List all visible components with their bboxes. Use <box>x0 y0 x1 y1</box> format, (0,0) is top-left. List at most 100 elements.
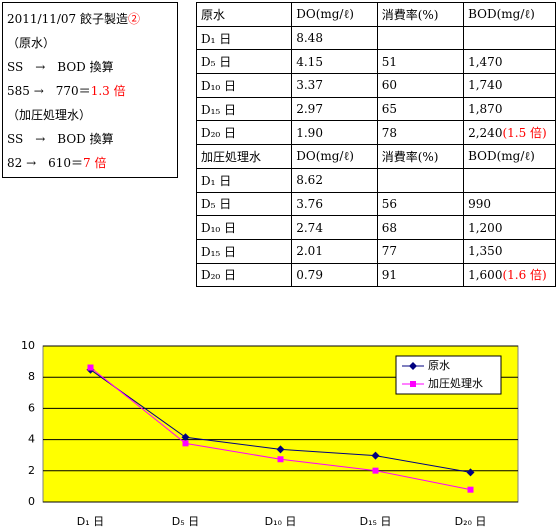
legend-marker <box>409 362 417 370</box>
table-cell: 1,350 <box>463 238 556 264</box>
note-text: （原水） <box>7 36 56 50</box>
cell-text: D₁₀ 日 <box>201 221 237 236</box>
table-row: D₁₅ 日 2.97 65 1,870 <box>195 96 556 122</box>
cell-text: 60 <box>381 78 397 93</box>
table-cell: D₂₀ 日 <box>195 262 293 288</box>
cell-text: D₁₅ 日 <box>201 244 237 259</box>
cell-text: 68 <box>381 220 397 235</box>
table-cell: 2,240(1.5 倍) <box>463 120 556 146</box>
x-tick-label: D₁ 日 <box>77 515 104 528</box>
point <box>371 451 380 460</box>
table-cell <box>376 25 465 51</box>
cell-text: 1,350 <box>468 244 503 259</box>
cell-text: 77 <box>381 244 397 259</box>
cell-text: 1.90 <box>296 125 323 140</box>
cell-text: D₁₀ 日 <box>201 78 237 93</box>
cell-text: 91 <box>381 267 397 282</box>
table-cell: D₁₀ 日 <box>195 73 293 98</box>
table-row: D₁₅ 日 2.01 77 1,350 <box>195 238 556 264</box>
point <box>181 433 190 442</box>
note-text: SS → BOD 換算 <box>7 132 114 146</box>
cell-text: 加圧処理水 <box>201 149 262 164</box>
cell-text: D₅ 日 <box>201 55 232 70</box>
note-text: 585 → 770＝ <box>7 84 91 98</box>
cell-text: 8.62 <box>296 173 323 188</box>
table-cell: BOD(mg/ℓ) <box>463 144 556 169</box>
point <box>467 486 474 493</box>
y-tick-label: 10 <box>21 339 35 352</box>
table-cell: 990 <box>463 191 556 217</box>
table-row: D₅ 日 3.76 56 990 <box>195 191 556 217</box>
table-row: D₁₀ 日 3.37 60 1,740 <box>195 73 556 98</box>
cell-text: 1,600 <box>468 268 503 283</box>
note-line: 82 → 610＝7 倍 <box>7 151 173 175</box>
cell-text: 1,200 <box>468 220 503 235</box>
data-table: 原水 DO(mg/ℓ) 消費率(%) BOD(mg/ℓ) D₁ 日 8.48 D₅ 日 4.1… <box>195 2 556 288</box>
point <box>372 467 379 474</box>
cell-text: D₂₀ 日 <box>201 126 237 141</box>
cell-text: 原水 <box>201 7 226 22</box>
cell-text: 56 <box>381 196 397 211</box>
table-cell: 68 <box>376 215 465 240</box>
x-tick-label: D₅ 日 <box>172 515 199 528</box>
note-highlight: ② <box>127 12 140 26</box>
table-cell: BOD(mg/ℓ) <box>463 2 556 27</box>
table-row: D₁ 日 8.62 <box>195 167 556 193</box>
table-cell: 1,200 <box>463 215 556 240</box>
point <box>277 456 284 463</box>
table-cell: 1,740 <box>463 73 556 98</box>
point <box>276 445 285 454</box>
note-line: SS → BOD 換算 <box>7 127 173 151</box>
table-cell: 消費率(%) <box>376 144 465 169</box>
note-line: SS → BOD 換算 <box>7 55 173 79</box>
note-highlight: 1.3 倍 <box>90 84 126 98</box>
table-cell: 3.76 <box>291 191 378 217</box>
y-tick-label: 0 <box>28 495 35 508</box>
table-cell: 65 <box>376 96 465 122</box>
y-tick-label: 2 <box>28 464 35 477</box>
y-tick-label: 4 <box>28 433 35 446</box>
table-cell: 加圧処理水 <box>195 144 293 169</box>
legend-label: 加圧処理水 <box>428 377 483 390</box>
table-cell: 0.79 <box>291 262 378 288</box>
cell-text: 消費率(%) <box>381 7 439 22</box>
note-text: 2011/11/07 餃子製造 <box>7 12 128 26</box>
note-text: 82 → 610＝ <box>7 156 84 170</box>
cell-text: 8.48 <box>296 31 323 46</box>
table-cell: 56 <box>376 191 465 217</box>
y-tick-label: 8 <box>28 370 35 383</box>
table-cell <box>463 25 556 51</box>
table-row: D₁ 日 8.48 <box>195 25 556 51</box>
cell-text: 990 <box>468 196 491 211</box>
table-cell: 1.90 <box>291 120 378 146</box>
cell-text: 3.37 <box>296 78 323 93</box>
table-cell: D₅ 日 <box>195 191 293 217</box>
note-highlight: 7 倍 <box>83 156 107 170</box>
table-cell: D₁₅ 日 <box>195 238 293 264</box>
legend-box <box>395 355 502 395</box>
x-tick-label: D₁₅ 日 <box>360 515 392 528</box>
cell-text: D₅ 日 <box>201 197 232 212</box>
table-cell: DO(mg/ℓ) <box>291 2 378 27</box>
cell-text: 0.79 <box>296 267 323 282</box>
table-cell: DO(mg/ℓ) <box>291 144 378 169</box>
point <box>87 364 94 371</box>
table-cell: 4.15 <box>291 49 378 75</box>
table-cell: D₁₅ 日 <box>195 96 293 122</box>
cell-text: 2.97 <box>296 102 323 117</box>
note-line: 2011/11/07 餃子製造② <box>7 7 173 31</box>
table-cell: 2.74 <box>291 215 378 240</box>
cell-text: D₂₀ 日 <box>201 268 237 283</box>
cell-text: 2.01 <box>296 244 323 259</box>
note-line: 585 → 770＝1.3 倍 <box>7 79 173 103</box>
table-cell: 77 <box>376 238 465 264</box>
point <box>182 440 189 447</box>
table-cell: 8.62 <box>291 167 378 193</box>
table-cell: 78 <box>376 120 465 146</box>
cell-text: 78 <box>381 125 397 140</box>
table-cell <box>376 167 465 193</box>
note-line: （原水） <box>7 31 173 55</box>
x-tick-label: D₁₀ 日 <box>265 515 297 528</box>
